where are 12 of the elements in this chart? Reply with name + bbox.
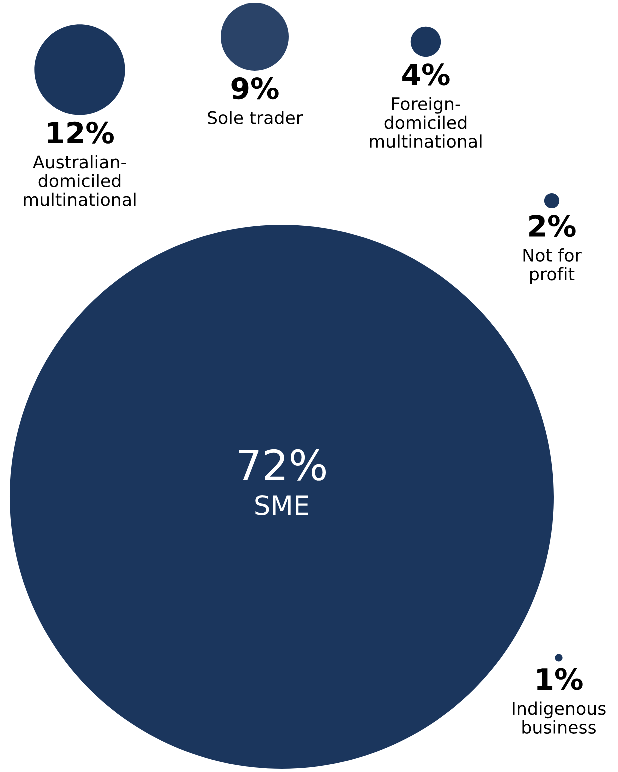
data-label: 4% — [402, 64, 450, 86]
data-label: 2% — [530, 215, 576, 238]
category-label: Not for profit — [524, 248, 582, 284]
category-label: Indigenous business — [513, 702, 606, 734]
category-label: Sole trader — [208, 111, 304, 124]
data-label: 72% — [239, 449, 326, 481]
data-label: 9% — [232, 78, 279, 100]
data-label: 12% — [48, 122, 114, 144]
category-label: Australian- domiciled multinational — [24, 155, 136, 206]
category-label: SME — [256, 495, 308, 516]
data-label: 1% — [538, 668, 583, 690]
category-label: Foreign- domiciled multinational — [370, 97, 482, 148]
